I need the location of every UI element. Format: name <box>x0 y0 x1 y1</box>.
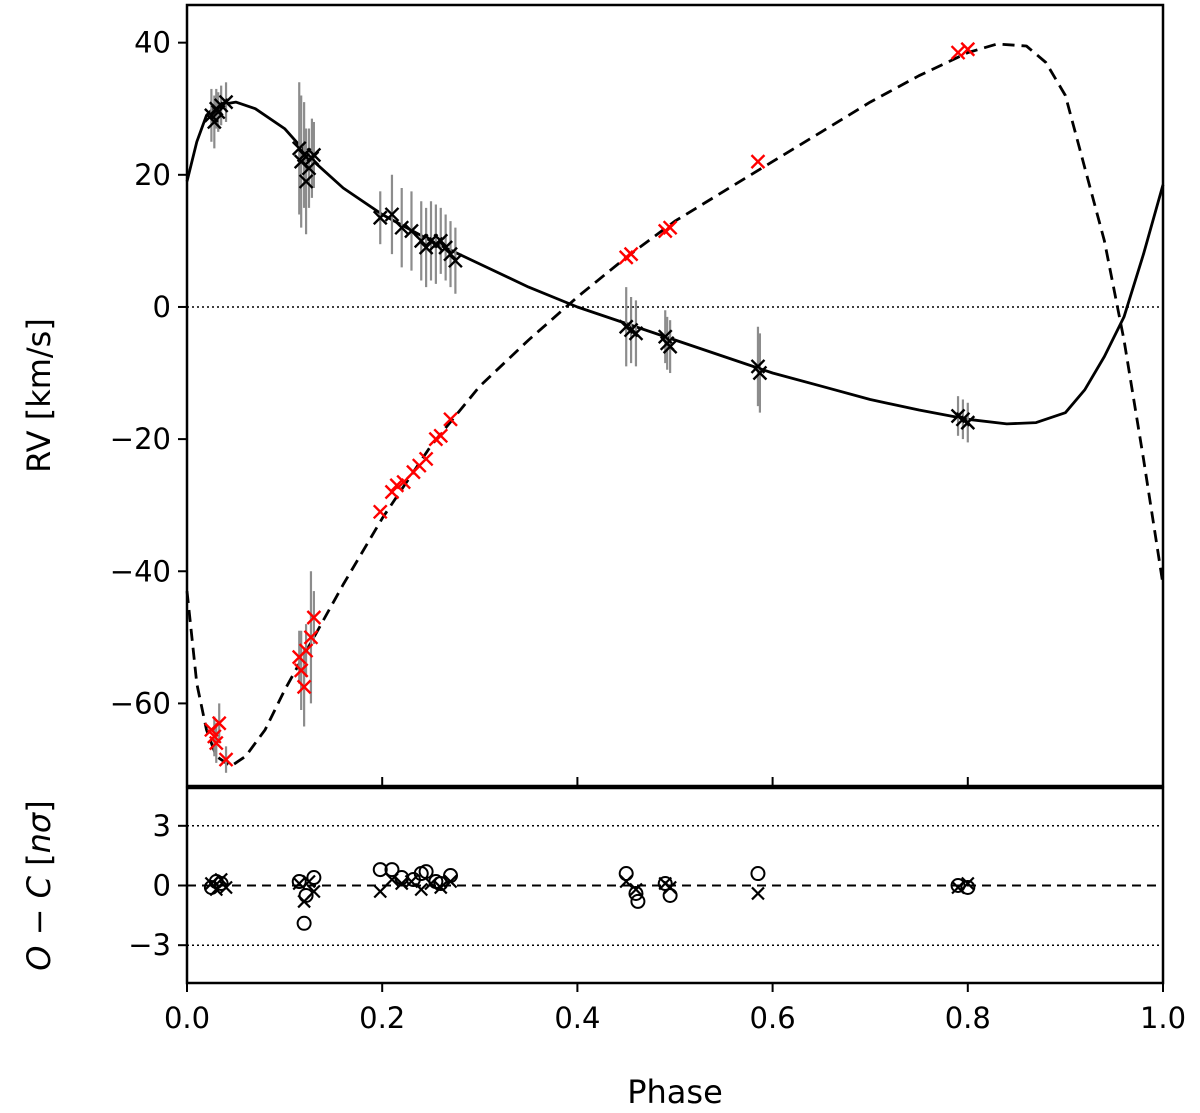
residual-primary-point <box>443 868 459 884</box>
residual-y-tick-label: 3 <box>153 809 171 843</box>
primary-data-point <box>218 94 234 110</box>
secondary-data-point <box>296 679 312 695</box>
primary-data-point <box>306 147 322 163</box>
residual-primary-point <box>750 866 766 882</box>
residual-primary-point <box>433 876 449 892</box>
secondary-data-point <box>750 154 766 169</box>
rv-y-ticks: −60 −40 −20 0 20 40 <box>110 26 187 720</box>
phase-x-tick-label: 0.0 <box>164 1001 210 1035</box>
residual-secondary-point <box>751 886 765 901</box>
primary-data-point <box>384 207 400 222</box>
secondary-data-point <box>208 735 224 751</box>
secondary-data-point <box>623 246 639 262</box>
secondary-data-point <box>298 643 314 658</box>
secondary-orbit-curve <box>185 42 1165 768</box>
rv-y-tick-label: −20 <box>110 422 171 456</box>
primary-data-point <box>448 253 463 269</box>
phase-x-tick-label: 0.6 <box>750 1001 796 1035</box>
residual-label-part: [ <box>20 853 58 876</box>
residual-primary-point <box>296 915 312 931</box>
rv-y-tick-label: −40 <box>110 554 171 588</box>
rv-data-points <box>204 41 976 767</box>
residual-y-tick-label: 0 <box>153 869 171 903</box>
phase-x-tick-label: 1.0 <box>1140 1001 1186 1035</box>
residual-y-ticks: −3 0 3 <box>128 809 187 962</box>
residual-label-part: ] <box>20 800 58 812</box>
rv-panel-frame <box>185 3 1165 788</box>
residual-secondary-point <box>373 884 388 899</box>
primary-data-point <box>298 174 314 189</box>
primary-data-point <box>628 326 644 341</box>
rv-y-axis-label: RV [km/s] <box>20 318 58 473</box>
secondary-data-point <box>218 752 234 767</box>
rv-y-tick-label: 0 <box>153 290 171 324</box>
primary-data-point <box>394 220 410 236</box>
rv-y-tick-label: 40 <box>134 26 171 60</box>
residual-y-axis-label: O − C [nσ] <box>20 800 58 970</box>
secondary-data-point <box>384 484 400 500</box>
rv-panel: −60 −40 −20 0 20 40 RV [km/s] <box>20 3 1165 788</box>
secondary-data-point <box>433 428 449 444</box>
residual-primary-point <box>291 874 307 890</box>
residual-label-part: O <box>20 946 58 971</box>
primary-data-point <box>752 365 768 381</box>
primary-data-point <box>418 240 434 255</box>
residual-label-part: − <box>20 898 58 945</box>
residual-primary-point <box>298 887 314 903</box>
residual-primary-point <box>950 878 966 893</box>
residual-secondary-point <box>307 884 321 899</box>
rv-y-tick-label: −60 <box>110 686 171 720</box>
secondary-data-point <box>662 220 678 236</box>
residual-primary-point <box>384 862 400 878</box>
secondary-data-point <box>418 451 434 467</box>
primary-data-point <box>960 415 976 430</box>
primary-data-point <box>438 240 453 255</box>
secondary-data-point <box>950 45 966 60</box>
secondary-data-point <box>306 610 322 625</box>
phase-x-tick-label: 0.8 <box>945 1001 991 1035</box>
rv-x-ticks <box>186 777 1164 786</box>
secondary-data-point <box>372 504 388 520</box>
secondary-data-point <box>960 41 976 57</box>
secondary-data-point <box>443 411 458 427</box>
residual-panel: −3 0 3 0.0 0.2 0.4 0.6 0.8 1.0 O − C [nσ] Phase <box>20 786 1186 1111</box>
secondary-data-point <box>293 663 309 678</box>
rv-y-tick-label: 20 <box>134 158 171 192</box>
primary-data-point <box>372 210 388 226</box>
primary-orbit-curve <box>185 100 1165 426</box>
residual-points <box>203 862 976 931</box>
residual-primary-point <box>306 870 322 886</box>
primary-data-point <box>291 141 307 156</box>
residual-primary-point <box>630 893 646 909</box>
residual-primary-point <box>628 885 644 901</box>
residual-reference-lines <box>187 825 1163 946</box>
phase-x-ticks: 0.0 0.2 0.4 0.6 0.8 1.0 <box>164 983 1186 1035</box>
phase-x-axis-label: Phase <box>627 1073 723 1111</box>
residual-primary-point <box>213 876 229 892</box>
residual-primary-point <box>372 862 388 878</box>
primary-data-point <box>206 114 222 130</box>
phase-x-tick-label: 0.4 <box>554 1001 600 1035</box>
phase-x-tick-label: 0.2 <box>359 1001 405 1035</box>
residual-primary-point <box>618 866 634 882</box>
residual-label-part: C <box>20 875 58 898</box>
residual-secondary-point <box>433 880 448 895</box>
residual-primary-point <box>662 887 678 903</box>
secondary-data-point <box>211 715 227 731</box>
residual-primary-point <box>418 864 434 880</box>
residual-primary-point <box>960 879 976 895</box>
residual-secondary-point <box>629 882 643 897</box>
secondary-data-point <box>303 629 319 645</box>
primary-data-point <box>443 246 458 262</box>
rv-error-bars <box>210 82 969 773</box>
primary-data-point <box>662 339 678 354</box>
primary-data-point <box>433 233 449 249</box>
residual-y-tick-label: −3 <box>128 928 171 962</box>
residual-label-part: nσ <box>20 811 58 853</box>
rv-model-curves <box>185 42 1165 768</box>
